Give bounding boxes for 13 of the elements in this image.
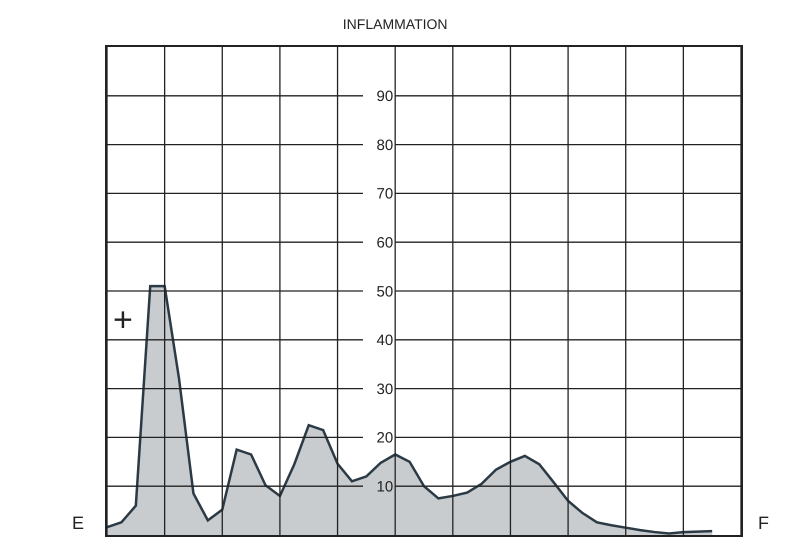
text: E xyxy=(72,513,84,533)
y-tick-label: 90 xyxy=(376,88,394,106)
annotation: + xyxy=(113,301,133,339)
y-tick-label: 40 xyxy=(376,332,394,350)
chart-title: INFLAMMATION xyxy=(342,16,448,32)
text: F xyxy=(758,513,769,533)
y-tick-label: 70 xyxy=(376,186,394,203)
y-tick-label: 80 xyxy=(376,136,394,154)
y-tick-label: 50 xyxy=(376,283,394,300)
y-tick-label: 10 xyxy=(376,478,394,496)
y-tick-label: 20 xyxy=(376,430,394,447)
y-tick-label: 60 xyxy=(376,234,394,252)
y-tick-label: 30 xyxy=(376,380,394,398)
